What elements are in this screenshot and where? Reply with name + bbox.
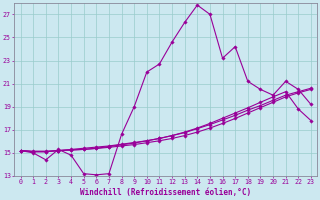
X-axis label: Windchill (Refroidissement éolien,°C): Windchill (Refroidissement éolien,°C)	[80, 188, 251, 197]
